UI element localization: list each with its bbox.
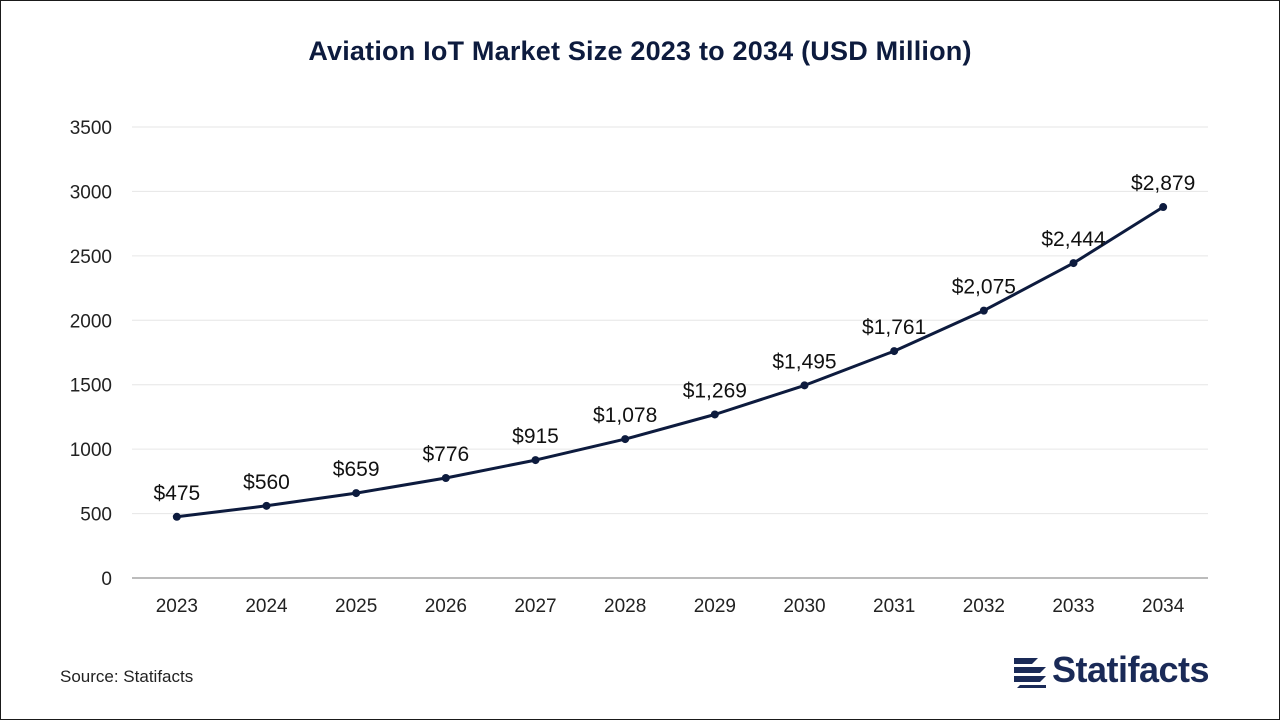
brand-name: Statifacts: [1052, 649, 1210, 690]
y-tick-label: 1500: [70, 376, 112, 397]
data-label: $1,269: [683, 379, 747, 402]
data-point: [262, 501, 271, 510]
data-points: [172, 203, 1168, 521]
data-point: [800, 381, 809, 390]
statifacts-logo-icon: [1012, 652, 1048, 688]
x-tick-label: 2031: [873, 596, 915, 617]
data-point: [441, 474, 450, 483]
x-tick-label: 2028: [604, 596, 646, 617]
y-tick-label: 0: [101, 569, 112, 590]
data-label: $659: [333, 458, 380, 481]
data-label: $1,761: [862, 316, 926, 339]
x-axis-ticks: 2023 2024 2025 2026 2027 2028 2029 2030 2031 2032…: [156, 596, 1185, 617]
series-line-market-size: [176, 205, 1164, 519]
y-tick-label: 2500: [70, 247, 112, 268]
x-tick-label: 2034: [1142, 596, 1185, 617]
x-tick-label: 2023: [156, 596, 198, 617]
x-tick-label: 2027: [514, 596, 556, 617]
source-note: Source: Statifacts: [60, 667, 194, 686]
x-tick-label: 2030: [783, 596, 825, 617]
data-label: $915: [512, 425, 559, 448]
data-label: $560: [243, 471, 290, 494]
brand-logo: Statifacts: [1012, 649, 1210, 690]
data-point: [172, 512, 181, 521]
y-tick-label: 3500: [70, 118, 112, 139]
data-label: $2,444: [1041, 228, 1106, 251]
data-point: [979, 306, 988, 315]
data-label: $1,495: [772, 350, 836, 373]
data-point: [1159, 203, 1168, 212]
y-tick-label: 1000: [70, 440, 112, 461]
y-axis-ticks: 0 500 1000 1500 2000 2500 3000 3500: [70, 118, 112, 590]
data-label: $475: [153, 482, 200, 505]
x-tick-label: 2025: [335, 596, 377, 617]
y-tick-label: 2000: [70, 311, 112, 332]
data-labels: $475 $560 $659 $776 $915 $1,078 $1,269 $1,495 $1…: [153, 172, 1195, 505]
data-point: [531, 456, 540, 465]
data-label: $1,078: [593, 404, 657, 427]
data-point: [352, 489, 361, 498]
data-label: $776: [422, 443, 469, 466]
x-tick-label: 2029: [694, 596, 736, 617]
data-point: [621, 435, 630, 444]
chart-title: Aviation IoT Market Size 2023 to 2034 (U…: [308, 36, 972, 66]
x-tick-label: 2026: [425, 596, 467, 617]
data-point: [1069, 259, 1078, 268]
data-point: [710, 410, 719, 419]
x-tick-label: 2032: [963, 596, 1005, 617]
data-label: $2,879: [1131, 172, 1195, 195]
y-tick-label: 3000: [70, 182, 112, 203]
data-label: $2,075: [952, 276, 1016, 299]
x-tick-label: 2033: [1052, 596, 1094, 617]
x-tick-label: 2024: [245, 596, 288, 617]
data-point: [890, 347, 899, 356]
y-tick-label: 500: [80, 505, 112, 526]
gridlines: [132, 126, 1208, 515]
